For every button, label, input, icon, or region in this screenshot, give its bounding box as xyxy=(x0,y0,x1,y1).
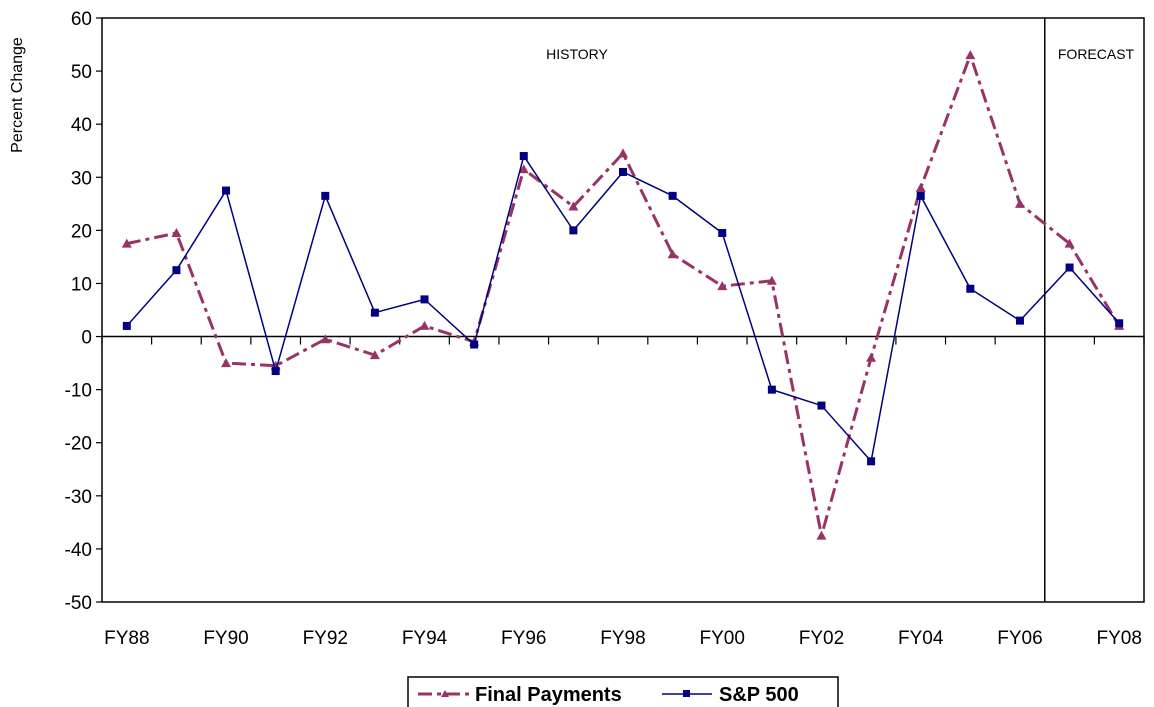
x-tick-label: FY90 xyxy=(203,628,248,649)
legend-sp500-label: S&P 500 xyxy=(719,684,799,706)
data-point-final-payments xyxy=(419,320,430,330)
x-tick-label: FY96 xyxy=(501,628,546,649)
y-tick-label: 0 xyxy=(81,328,92,349)
x-tick-label: FY98 xyxy=(600,628,645,649)
y-tick-label: 50 xyxy=(71,62,92,83)
data-point-s-p-500 xyxy=(172,266,181,275)
data-point-final-payments xyxy=(667,249,678,259)
data-point-final-payments xyxy=(1064,238,1075,248)
y-tick-label: -30 xyxy=(65,487,92,508)
data-point-s-p-500 xyxy=(420,295,429,304)
data-point-final-payments xyxy=(816,530,827,540)
data-point-s-p-500 xyxy=(321,191,330,200)
data-point-final-payments xyxy=(221,358,232,368)
data-point-s-p-500 xyxy=(1115,319,1124,328)
data-point-final-payments xyxy=(568,201,579,211)
data-point-final-payments xyxy=(965,50,976,60)
x-tick-label: FY92 xyxy=(303,628,348,649)
plot-area xyxy=(101,17,1145,603)
y-tick-label: 40 xyxy=(71,115,92,136)
x-tick-label: FY88 xyxy=(104,628,149,649)
data-point-final-payments xyxy=(866,352,877,362)
data-point-final-payments xyxy=(171,228,182,238)
series-line-s-p-500 xyxy=(126,155,1120,463)
y-tick-label: -40 xyxy=(65,540,92,561)
data-point-final-payments xyxy=(518,164,529,174)
data-point-s-p-500 xyxy=(966,284,975,293)
data-point-s-p-500 xyxy=(271,367,280,376)
legend-box xyxy=(407,676,839,707)
y-tick-label: 30 xyxy=(71,168,92,189)
data-point-s-p-500 xyxy=(867,457,876,466)
y-tick-label: 10 xyxy=(71,274,92,295)
data-point-s-p-500 xyxy=(519,152,528,161)
y-tick-label: -20 xyxy=(65,434,92,455)
series-line-final-payments xyxy=(126,53,1121,538)
x-tick-label: FY08 xyxy=(1096,628,1141,649)
data-point-s-p-500 xyxy=(718,229,727,238)
data-point-final-payments xyxy=(766,275,777,285)
legend: Final Payments S&P 500 xyxy=(407,676,839,707)
x-tick-label: FY94 xyxy=(402,628,448,649)
y-tick-label: 20 xyxy=(71,221,92,242)
data-point-final-payments xyxy=(1014,198,1025,208)
legend-sp500-marker xyxy=(683,690,690,697)
data-point-final-payments xyxy=(915,182,926,192)
x-tick-label: FY02 xyxy=(799,628,844,649)
data-point-s-p-500 xyxy=(569,226,578,235)
data-point-s-p-500 xyxy=(222,186,231,195)
legend-final-payments-label: Final Payments xyxy=(475,684,622,706)
x-tick-label: FY06 xyxy=(997,628,1042,649)
data-point-final-payments xyxy=(121,238,132,248)
data-point-s-p-500 xyxy=(470,340,479,349)
data-point-final-payments xyxy=(369,350,380,360)
y-axis-title: Percent Change xyxy=(9,37,26,153)
data-point-s-p-500 xyxy=(122,321,131,330)
data-point-s-p-500 xyxy=(370,308,379,317)
data-point-s-p-500 xyxy=(767,385,776,394)
x-tick-label: FY04 xyxy=(898,628,944,649)
data-point-s-p-500 xyxy=(1065,263,1074,272)
y-tick-label: -50 xyxy=(65,593,92,614)
data-point-s-p-500 xyxy=(668,191,677,200)
history-label: HISTORY xyxy=(546,46,608,62)
data-point-s-p-500 xyxy=(1015,316,1024,325)
data-point-s-p-500 xyxy=(817,401,826,410)
forecast-label: FORECAST xyxy=(1058,46,1135,62)
y-tick-label: 60 xyxy=(71,9,92,30)
y-tick-label: -10 xyxy=(65,381,92,402)
x-tick-label: FY00 xyxy=(700,628,745,649)
legend-final-payments-marker xyxy=(441,690,449,697)
data-point-s-p-500 xyxy=(619,167,627,176)
data-point-final-payments xyxy=(320,334,331,344)
data-point-final-payments xyxy=(618,148,628,158)
data-point-final-payments xyxy=(717,281,728,291)
data-point-s-p-500 xyxy=(916,191,925,200)
